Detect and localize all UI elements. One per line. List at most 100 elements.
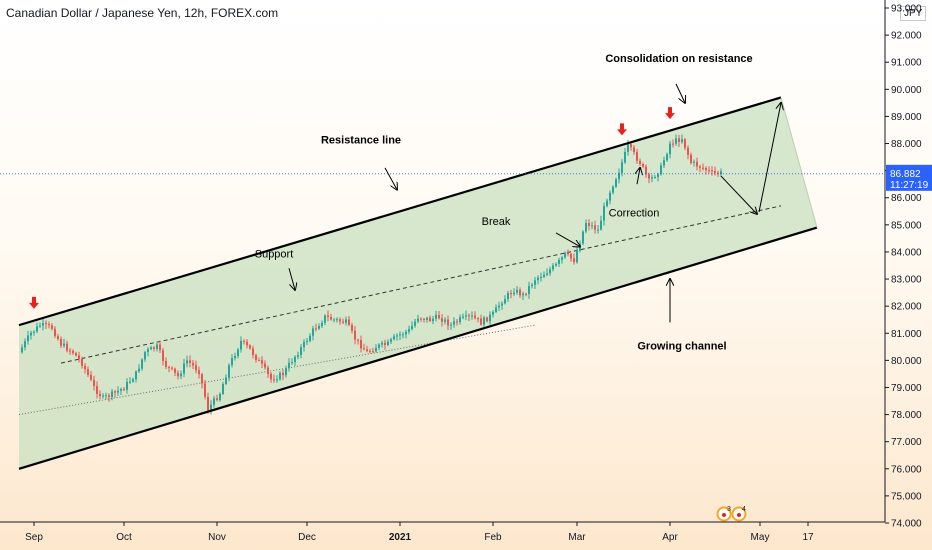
candle-body: [330, 316, 332, 320]
candle-body: [312, 328, 314, 336]
candle-body: [705, 167, 707, 171]
candle-body: [696, 161, 698, 167]
candle-body: [105, 395, 107, 397]
candle-body: [486, 317, 488, 322]
candle-body: [360, 340, 362, 349]
price-tick-label: 78.000: [891, 410, 922, 421]
resistance-marker-arrow-3: [665, 107, 675, 120]
candle-body: [417, 318, 419, 322]
price-tick-label: 81.000: [891, 329, 922, 340]
price-tick-label: 90.000: [891, 85, 922, 96]
candle-body: [222, 384, 224, 394]
candle-body: [672, 143, 674, 145]
candle-body: [54, 328, 56, 337]
candle-body: [522, 293, 524, 296]
annotation-label-2: Resistance line: [321, 135, 401, 147]
candle-body: [348, 319, 350, 325]
price-tick-label: 77.000: [891, 437, 922, 448]
candle-body: [69, 350, 71, 352]
candle-body: [108, 395, 110, 398]
candle-body: [459, 317, 461, 323]
candle-body: [660, 165, 662, 175]
last-price-box: [886, 164, 932, 191]
price-tick-label: 83.000: [891, 275, 922, 286]
currency-button[interactable]: JPY: [900, 6, 927, 21]
candle-body: [225, 377, 227, 385]
candle-body: [336, 319, 338, 321]
candle-body: [357, 339, 359, 341]
price-tick-label: 85.000: [891, 220, 922, 231]
candle-body: [690, 154, 692, 163]
candle-body: [528, 286, 530, 294]
candle-body: [162, 350, 164, 361]
candle-body: [693, 161, 695, 163]
annotation-pointer-2: [384, 167, 397, 190]
candle-body: [378, 344, 380, 348]
candle-body: [456, 321, 458, 323]
candle-body: [540, 276, 542, 278]
annotation-pointer-1: [675, 83, 685, 103]
candle-body: [393, 336, 395, 340]
candle-body: [405, 331, 407, 335]
candle-body: [249, 345, 251, 349]
candle-body: [504, 299, 506, 304]
candle-body: [288, 362, 290, 369]
candle-body: [384, 342, 386, 345]
time-tick-label: 2021: [389, 532, 412, 543]
candle-body: [213, 398, 215, 405]
candle-body: [72, 350, 74, 354]
candle-body: [219, 393, 221, 400]
candle-body: [231, 358, 233, 366]
candle-body: [33, 331, 35, 333]
candle-body: [594, 225, 596, 230]
candle-body: [234, 356, 236, 359]
candle-body: [507, 293, 509, 300]
candle-body: [159, 344, 161, 351]
candle-body: [192, 362, 194, 366]
candle-body: [591, 225, 593, 227]
candle-body: [201, 374, 203, 384]
annotation-pointer-4: [637, 168, 640, 185]
candle-body: [483, 317, 485, 325]
candle-body: [318, 325, 320, 329]
resistance-marker-arrow-1: [29, 296, 39, 309]
candle-body: [396, 335, 398, 337]
candle-body: [573, 258, 575, 263]
candle-body: [246, 341, 248, 346]
candle-body: [291, 362, 293, 364]
candle-body: [612, 186, 614, 193]
candle-body: [666, 154, 668, 161]
candle-body: [282, 372, 284, 376]
candle-body: [363, 348, 365, 350]
candle-body: [390, 339, 392, 342]
candle-body: [375, 347, 377, 352]
candle-body: [87, 369, 89, 375]
candle-body: [645, 166, 647, 175]
candle-body: [57, 336, 59, 339]
candle-body: [438, 315, 440, 319]
candle-body: [420, 318, 422, 320]
event-badge-count: 3: [727, 506, 731, 513]
candle-body: [687, 147, 689, 155]
candle-body: [237, 349, 239, 357]
candle-body: [480, 318, 482, 325]
candle-body: [624, 151, 626, 163]
time-tick-label: Mar: [568, 532, 586, 543]
candle-body: [285, 368, 287, 376]
channel-upper-line: [18, 96, 782, 327]
candle-body: [258, 360, 260, 362]
candle-body: [606, 200, 608, 207]
candle-body: [426, 317, 428, 320]
candle-body: [30, 332, 32, 336]
price-tick-label: 74.000: [891, 519, 922, 530]
candle-body: [48, 324, 50, 326]
candle-body: [513, 292, 515, 295]
event-badge-dot: [722, 513, 726, 517]
candle-body: [264, 363, 266, 368]
price-tick-label: 82.000: [891, 302, 922, 313]
candle-body: [321, 322, 323, 326]
candle-body: [537, 277, 539, 281]
candle-body: [570, 254, 572, 259]
